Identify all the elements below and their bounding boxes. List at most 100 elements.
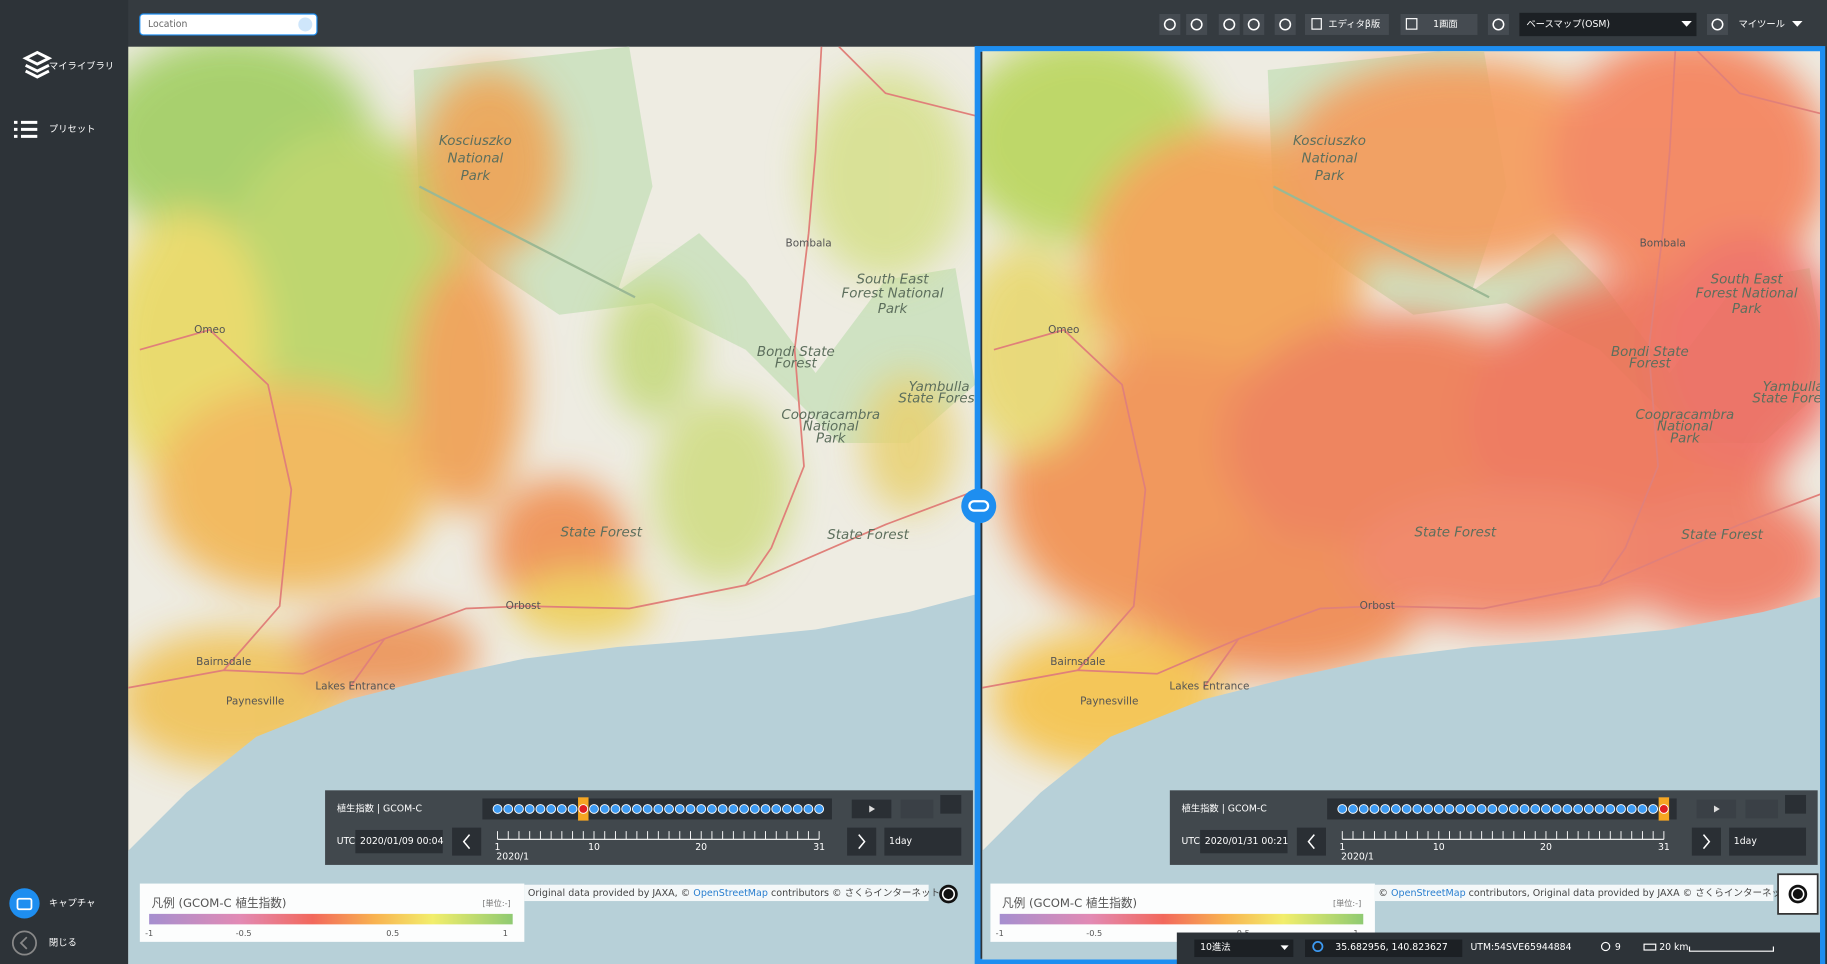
- coord-box[interactable]: [1305, 939, 1463, 958]
- apps-tool[interactable]: [1706, 13, 1728, 35]
- day-dot[interactable]: [1658, 804, 1669, 814]
- day-dot[interactable]: [492, 804, 503, 814]
- day-dot[interactable]: [728, 804, 739, 814]
- capture-button[interactable]: キャプチャ: [9, 888, 95, 919]
- prev-button[interactable]: [452, 827, 482, 856]
- day-dot[interactable]: [546, 804, 557, 814]
- day-dot[interactable]: [631, 804, 642, 814]
- screen-button[interactable]: 1画面: [1400, 13, 1478, 35]
- day-dot[interactable]: [1605, 804, 1616, 814]
- day-dot[interactable]: [1487, 804, 1498, 814]
- minimize-button[interactable]: [940, 794, 962, 814]
- day-dot[interactable]: [771, 804, 782, 814]
- day-dot[interactable]: [1476, 804, 1487, 814]
- day-dot[interactable]: [1455, 804, 1466, 814]
- day-dot[interactable]: [556, 804, 567, 814]
- day-dot[interactable]: [814, 804, 825, 814]
- close-button[interactable]: 閉じる: [11, 930, 77, 956]
- time-panel[interactable]: 植生指数 | GCOM-C UTC 2020/01/09 00:04 1 10 20 31 2…: [325, 790, 973, 865]
- day-dot[interactable]: [1541, 804, 1551, 814]
- day-dot[interactable]: [1358, 804, 1369, 814]
- capture-frame[interactable]: [1777, 873, 1819, 915]
- next-button[interactable]: [847, 827, 877, 856]
- attribution-part[interactable]: OpenStreetMap: [1391, 887, 1466, 898]
- polygon-tool[interactable]: [1218, 13, 1240, 35]
- day-dot[interactable]: [1423, 804, 1433, 814]
- next-button[interactable]: [1691, 827, 1721, 856]
- day-dot[interactable]: [696, 804, 707, 814]
- day-dot[interactable]: [1337, 804, 1348, 814]
- grid-tool[interactable]: [1487, 13, 1509, 35]
- day-dot[interactable]: [1433, 804, 1444, 814]
- editor-button[interactable]: エディタβ版: [1305, 13, 1389, 35]
- day-dot[interactable]: [782, 804, 792, 814]
- search-box[interactable]: Location: [139, 13, 318, 36]
- day-dot[interactable]: [524, 804, 535, 814]
- preset-button[interactable]: プリセット: [13, 120, 96, 138]
- zoom-in[interactable]: [1159, 13, 1181, 35]
- library-button[interactable]: マイライブラリ: [22, 50, 114, 79]
- day-dot[interactable]: [760, 804, 771, 814]
- day-dot[interactable]: [578, 804, 589, 814]
- day-dot[interactable]: [1444, 804, 1455, 814]
- day-dot[interactable]: [1530, 804, 1541, 814]
- mytool-button[interactable]: マイツール: [1738, 19, 1803, 30]
- day-dot[interactable]: [1466, 804, 1476, 814]
- day-dot[interactable]: [567, 804, 578, 814]
- day-dot[interactable]: [1583, 804, 1594, 814]
- day-dot[interactable]: [1508, 804, 1519, 814]
- zoom-out[interactable]: [1186, 13, 1208, 35]
- day-dot[interactable]: [1648, 804, 1659, 814]
- day-dot[interactable]: [1369, 804, 1380, 814]
- day-dot[interactable]: [621, 804, 632, 814]
- attribution-part[interactable]: OpenStreetMap: [693, 887, 768, 898]
- copyright-icon[interactable]: [939, 884, 958, 904]
- pin-tool[interactable]: [1274, 13, 1296, 35]
- time-panel[interactable]: 植生指数 | GCOM-C UTC 2020/01/31 00:21 1 10 20 31 2…: [1169, 790, 1818, 865]
- prev-button[interactable]: [1296, 827, 1326, 856]
- day-dot[interactable]: [589, 804, 599, 814]
- step-select[interactable]: [1729, 827, 1807, 856]
- day-dot[interactable]: [1637, 804, 1648, 814]
- day-dot[interactable]: [503, 804, 514, 814]
- day-dot[interactable]: [1616, 804, 1626, 814]
- day-dot[interactable]: [610, 804, 621, 814]
- basemap-select[interactable]: ベースマップ(OSM): [1519, 12, 1697, 37]
- day-dot[interactable]: [599, 804, 610, 814]
- day-dot[interactable]: [1594, 804, 1605, 814]
- day-dot[interactable]: [717, 804, 728, 814]
- minimize-button[interactable]: [1785, 794, 1807, 814]
- day-dot[interactable]: [685, 804, 696, 814]
- day-dot[interactable]: [642, 804, 653, 814]
- day-dot[interactable]: [1626, 804, 1637, 814]
- day-dot[interactable]: [1390, 804, 1401, 814]
- step-select[interactable]: [884, 827, 962, 856]
- copyright-icon[interactable]: [1788, 884, 1808, 904]
- pause-button[interactable]: [1745, 799, 1779, 819]
- day-dot[interactable]: [1551, 804, 1562, 814]
- day-dot[interactable]: [1562, 804, 1573, 814]
- day-dot[interactable]: [1380, 804, 1391, 814]
- search-icon[interactable]: [298, 17, 313, 32]
- search-input[interactable]: [139, 13, 318, 36]
- day-dot[interactable]: [1401, 804, 1412, 814]
- day-dot[interactable]: [514, 804, 524, 814]
- day-dot[interactable]: [664, 804, 674, 814]
- day-dot[interactable]: [1573, 804, 1584, 814]
- day-dot[interactable]: [803, 804, 814, 814]
- pause-button[interactable]: [900, 799, 934, 819]
- day-dot[interactable]: [1412, 804, 1423, 814]
- day-dot[interactable]: [1348, 804, 1358, 814]
- day-dot[interactable]: [792, 804, 803, 814]
- day-dot[interactable]: [1498, 804, 1508, 814]
- day-dot[interactable]: [739, 804, 749, 814]
- format-select[interactable]: [1194, 939, 1294, 958]
- day-dot[interactable]: [535, 804, 546, 814]
- sync-button[interactable]: [961, 488, 997, 524]
- text-tool[interactable]: [1243, 13, 1265, 35]
- day-dot[interactable]: [707, 804, 717, 814]
- day-dot[interactable]: [674, 804, 685, 814]
- day-dot[interactable]: [1519, 804, 1530, 814]
